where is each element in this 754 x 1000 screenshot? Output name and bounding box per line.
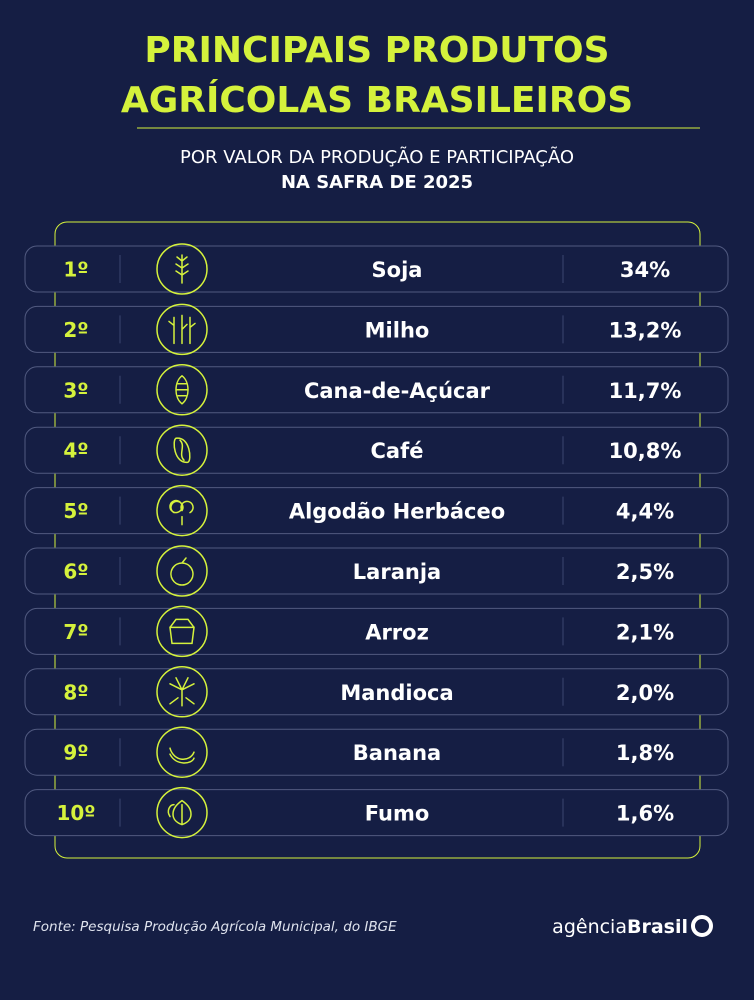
row-box: [24, 547, 729, 595]
product: Soja: [372, 258, 423, 282]
product-icon: [167, 799, 192, 826]
product-icon: [168, 314, 196, 345]
title-line: PRINCIPAIS PRODUTOS: [144, 30, 609, 71]
source: Fonte: Pesquisa Produção Agrícola Munici…: [33, 919, 397, 935]
rank: 8º: [63, 680, 88, 704]
icon-circle: [156, 243, 208, 295]
table-row: 3º Cana-de-Açúcar 11,7%: [24, 364, 729, 416]
share: 4,4%: [616, 500, 674, 524]
row-box: [24, 305, 729, 353]
subtitle-line: NA SAFRA DE 2025: [281, 172, 473, 193]
table-panel: [54, 221, 701, 859]
icon-circle: [156, 303, 208, 356]
product: Café: [371, 439, 424, 463]
product: Algodão Herbáceo: [289, 500, 505, 524]
logo-icon: [691, 915, 713, 937]
share: 11,7%: [609, 379, 682, 403]
rank: 5º: [63, 499, 88, 523]
product: Mandioca: [340, 681, 453, 705]
row-box: [24, 366, 729, 414]
product: Laranja: [353, 560, 441, 584]
rank: 9º: [63, 741, 88, 765]
icon-circle: [156, 545, 208, 597]
title-line: AGRÍCOLAS BRASILEIROS: [121, 79, 633, 121]
share: 2,1%: [616, 620, 674, 644]
product-icon: [175, 375, 189, 405]
table-row: 8º Mandioca 2,0%: [24, 666, 729, 718]
table-row: 4º Café 10,8%: [24, 424, 729, 476]
rank: 10º: [56, 801, 95, 825]
table-row: 2º Milho 13,2%: [24, 303, 729, 356]
table-row: 9º Banana 1,8%: [24, 726, 729, 778]
product-icon: [169, 499, 194, 526]
product: Arroz: [365, 620, 429, 644]
icon-circle: [156, 484, 208, 537]
share: 1,8%: [616, 741, 674, 765]
table: 1º Soja 34% 2º Milho 13,2% 3º Cana-de-Açúcar 11,…: [24, 243, 729, 839]
table-row: 6º Laranja 2,5%: [24, 545, 729, 597]
product: Cana-de-Açúcar: [304, 379, 491, 403]
row-box: [24, 607, 729, 655]
rank: 7º: [63, 620, 88, 644]
product: Milho: [365, 318, 430, 342]
product-icon: [175, 254, 189, 284]
table-row: 5º Algodão Herbáceo 4,4%: [24, 484, 729, 537]
product-icon: [169, 677, 195, 707]
icon-circle: [156, 364, 208, 416]
share: 10,8%: [609, 439, 682, 463]
row-box: [24, 789, 729, 837]
logo: agênciaBrasil: [552, 916, 688, 938]
table-row: 1º Soja 34%: [24, 243, 729, 295]
share: 13,2%: [609, 318, 682, 342]
product-icon: [169, 618, 195, 645]
row-box: [24, 487, 729, 535]
icon-circle: [156, 666, 208, 718]
rank: 4º: [63, 439, 88, 463]
product-icon: [169, 747, 195, 764]
icon-circle: [156, 424, 208, 476]
product-icon: [173, 437, 191, 463]
product: Fumo: [365, 802, 430, 826]
icon-circle: [156, 786, 208, 839]
rank: 3º: [63, 378, 88, 402]
row-box: [24, 426, 729, 474]
share: 2,0%: [616, 681, 674, 705]
logo-part: Brasil: [627, 916, 688, 938]
product-icon: [170, 557, 194, 586]
rank: 1º: [63, 258, 88, 282]
share: 2,5%: [616, 560, 674, 584]
table-row: 7º Arroz 2,1%: [24, 605, 729, 658]
share: 1,6%: [616, 802, 674, 826]
share: 34%: [620, 258, 670, 282]
row-box: [24, 728, 729, 776]
rank: 2º: [63, 318, 88, 342]
product: Banana: [353, 741, 441, 765]
rank: 6º: [63, 560, 88, 584]
subtitle-line: POR VALOR DA PRODUÇÃO E PARTICIPAÇÃO: [180, 146, 574, 168]
row-box: [24, 668, 729, 716]
row-box: [24, 245, 729, 293]
icon-circle: [156, 605, 208, 658]
icon-circle: [156, 726, 208, 778]
table-row: 10º Fumo 1,6%: [24, 786, 729, 839]
logo-part: agência: [552, 916, 627, 938]
